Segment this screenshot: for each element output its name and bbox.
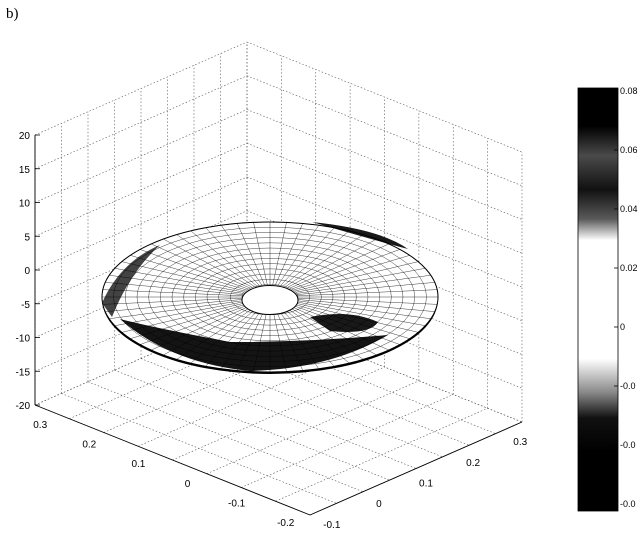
z-tick-label: -10 <box>16 334 31 345</box>
colorbar-tick-label: 0.08 <box>620 86 638 96</box>
floor-gridline <box>172 366 385 461</box>
z-tick-label: 0 <box>24 266 30 277</box>
y-tick-label: 0.1 <box>419 479 433 490</box>
wall-gridline <box>246 75 523 187</box>
colorbar: 0.08 0.06 0.04 0.02 0 -0.0 -0.0 -0.0 <box>577 86 638 512</box>
x-tick-label: 0.3 <box>33 420 47 431</box>
wall-gridline <box>34 142 248 237</box>
colorbar-tick-label: -0.0 <box>620 381 636 391</box>
mesh-ring <box>125 232 415 362</box>
y-tick-label: 0.3 <box>513 437 527 448</box>
wall-gridline <box>34 176 248 271</box>
wall-gridline <box>246 176 523 288</box>
mesh-ring <box>113 226 427 368</box>
x-tick-label: 0 <box>185 479 191 490</box>
mesh-ring <box>206 268 334 326</box>
annulus-hole <box>241 285 299 315</box>
z-tick-label: 15 <box>19 165 31 176</box>
negative-region <box>120 319 388 371</box>
floor-gridline <box>206 380 419 475</box>
x-tick-label: -0.1 <box>228 498 246 509</box>
mesh-ring <box>183 258 357 336</box>
y-tick-label: 0 <box>376 499 382 510</box>
mesh-ring <box>148 242 392 352</box>
floor-gridline <box>114 369 390 481</box>
negative-region <box>312 222 408 249</box>
mesh-ring <box>218 273 322 321</box>
colorbar-tick-label: 0 <box>620 322 625 332</box>
y-tick-label: 0.2 <box>466 458 480 469</box>
z-tick-label: -15 <box>16 367 31 378</box>
z-tick-label: 20 <box>19 131 31 142</box>
x-tick-label: -0.2 <box>277 518 295 529</box>
colorbar-tick-label: -0.0 <box>620 499 636 509</box>
y-axis-line <box>309 421 523 516</box>
annulus-surface <box>101 221 439 374</box>
mesh-ring <box>171 253 369 341</box>
colorbar-tick-label: 0.02 <box>620 263 638 273</box>
colorbar-tick-label: 0.06 <box>620 145 638 155</box>
z-tick-label: -5 <box>21 300 30 311</box>
y-tick-label: -0.1 <box>323 520 341 531</box>
x-tick-label: 0.1 <box>131 459 145 470</box>
colorbar-tick-label: -0.0 <box>620 440 636 450</box>
panel-label: b) <box>6 6 19 22</box>
mesh-ring <box>136 237 404 357</box>
mesh-ring <box>160 247 380 347</box>
floor-gridline <box>275 407 488 502</box>
x-axis-line <box>34 404 311 516</box>
wall-gridline <box>246 109 523 220</box>
wall-gridline <box>246 142 523 254</box>
floor-gridline <box>241 394 454 488</box>
x-tick-label: 0.2 <box>82 440 96 451</box>
colorbar-gradient <box>577 87 619 512</box>
wall-gridline <box>246 41 523 153</box>
mesh-ring <box>195 263 345 331</box>
z-tick-label: -20 <box>16 401 31 412</box>
wall-gridline <box>34 75 248 170</box>
floor-gridline <box>87 381 364 493</box>
colorbar-tick-label: 0.04 <box>620 204 638 214</box>
z-tick-label: 10 <box>19 199 31 210</box>
z-tick-label: 5 <box>24 232 30 243</box>
wall-gridline <box>34 109 248 203</box>
positive-region <box>102 245 160 317</box>
wall-gridline <box>34 41 248 136</box>
